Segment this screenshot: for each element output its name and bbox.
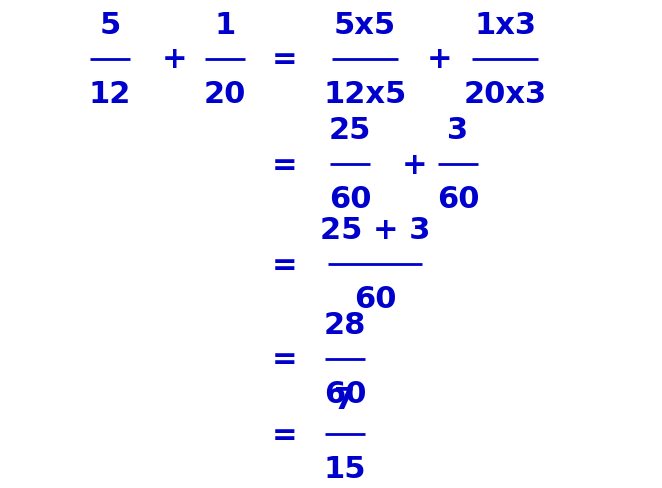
Text: =: = [272, 150, 298, 179]
Text: +: + [162, 45, 188, 74]
Text: 28: 28 [324, 310, 366, 339]
Text: 12: 12 [89, 80, 131, 109]
Text: 1: 1 [214, 11, 236, 40]
Text: 60: 60 [324, 379, 366, 408]
Text: 20: 20 [204, 80, 246, 109]
Text: 3: 3 [448, 116, 469, 145]
Text: 5: 5 [99, 11, 120, 40]
Text: +: + [427, 45, 453, 74]
Text: 7: 7 [334, 385, 355, 414]
Text: =: = [272, 45, 298, 74]
Text: 60: 60 [437, 184, 479, 214]
Text: 5x5: 5x5 [334, 11, 396, 40]
Text: 12x5: 12x5 [323, 80, 406, 109]
Text: =: = [272, 420, 298, 448]
Text: 60: 60 [329, 184, 371, 214]
Text: =: = [272, 345, 298, 374]
Text: 15: 15 [324, 454, 366, 483]
Text: 1x3: 1x3 [474, 11, 536, 40]
Text: =: = [272, 250, 298, 279]
Text: 25 + 3: 25 + 3 [320, 216, 430, 244]
Text: 20x3: 20x3 [463, 80, 547, 109]
Text: 60: 60 [354, 285, 397, 313]
Text: +: + [402, 150, 428, 179]
Text: 25: 25 [329, 116, 371, 145]
